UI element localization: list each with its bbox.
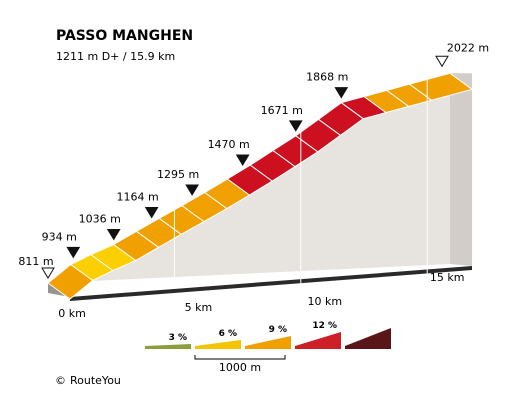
elevation-marker-label: 1295 m — [157, 168, 199, 181]
distance-tick-label: 5 km — [185, 301, 213, 314]
elevation-marker-icon — [106, 228, 121, 241]
distance-tick-label: 10 km — [308, 295, 343, 308]
profile-segment — [408, 72, 474, 101]
summit-elevation-label: 2022 m — [447, 41, 489, 54]
elevation-marker-icon — [144, 207, 159, 219]
legend-label: 6 % — [219, 329, 237, 339]
distance-tick-label: 0 km — [58, 307, 86, 320]
legend-swatch — [195, 340, 241, 349]
legend-label: 3 % — [169, 333, 187, 343]
elevation-marker-label: 1470 m — [208, 138, 250, 151]
legend-swatch — [245, 336, 291, 349]
elevation-marker-icon — [66, 246, 81, 259]
legend-swatch — [295, 332, 341, 349]
elevation-marker-icon — [185, 184, 199, 196]
legend-label: 12 % — [312, 321, 337, 331]
elevation-marker-icon — [288, 120, 303, 132]
legend-swatch — [345, 328, 391, 349]
elevation-marker-label: 1036 m — [79, 212, 121, 225]
profile-end-face — [450, 73, 472, 266]
chart-title: PASSO MANGHEN — [56, 28, 193, 44]
elevation-marker-icon — [334, 87, 349, 99]
elevation-marker-label: 1868 m — [306, 71, 348, 84]
legend-scale-bracket — [194, 355, 286, 360]
credit-text: RouteYou — [70, 374, 121, 387]
elevation-marker-label: 934 m — [42, 230, 77, 243]
legend-swatch — [145, 344, 191, 349]
legend-scale-label: 1000 m — [219, 361, 261, 374]
credit-symbol: © — [55, 374, 66, 387]
elevation-marker-icon — [235, 154, 250, 166]
distance-axis: 0 km 5 km 10 km 15 km — [58, 79, 464, 320]
elevation-marker-label: 1164 m — [117, 191, 159, 204]
profile-segments — [47, 72, 474, 300]
start-marker-icon — [41, 267, 55, 279]
grade-legend: 3 % 6 % 9 % 12 % 1000 m — [145, 321, 391, 374]
profile-base-line — [70, 266, 472, 301]
start-elevation-label: 811 m — [18, 255, 53, 268]
distance-tick-label: 15 km — [430, 271, 465, 284]
summit-marker-icon — [435, 55, 449, 68]
chart-subtitle: 1211 m D+ / 15.9 km — [56, 50, 175, 63]
elevation-marker-label: 1671 m — [261, 104, 303, 117]
legend-label: 9 % — [269, 325, 287, 335]
